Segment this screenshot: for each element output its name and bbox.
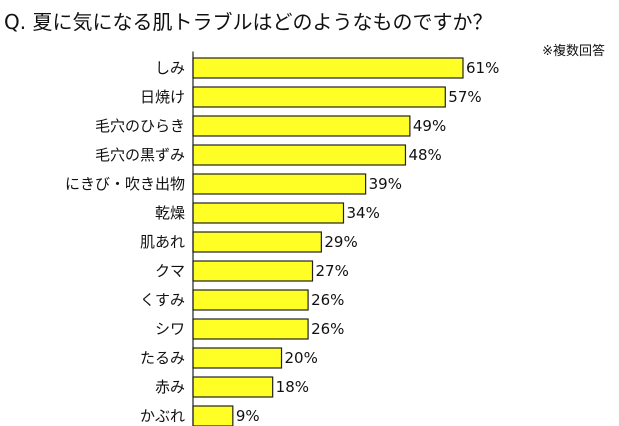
bar-1 xyxy=(192,86,446,108)
value-label-11: 18% xyxy=(276,378,309,396)
category-label-6: 肌あれ xyxy=(140,233,185,251)
bar-5 xyxy=(192,202,345,224)
value-label-7: 27% xyxy=(316,262,349,280)
value-label-1: 57% xyxy=(448,88,481,106)
bar-7 xyxy=(192,260,314,282)
bar-6 xyxy=(192,231,322,253)
value-label-12: 9% xyxy=(236,407,260,425)
bar-9 xyxy=(192,318,309,340)
value-label-5: 34% xyxy=(346,204,379,222)
value-label-6: 29% xyxy=(324,233,357,251)
value-label-9: 26% xyxy=(311,320,344,338)
value-label-2: 49% xyxy=(413,117,446,135)
bar-0 xyxy=(192,57,464,79)
bar-8 xyxy=(192,289,309,311)
value-label-10: 20% xyxy=(285,349,318,367)
multiple-answer-note: ※複数回答 xyxy=(542,44,605,59)
category-label-1: 日焼け xyxy=(140,88,185,106)
bar-12 xyxy=(192,405,234,426)
category-label-0: しみ xyxy=(155,59,185,77)
category-label-5: 乾燥 xyxy=(155,204,185,222)
bar-3 xyxy=(192,144,407,166)
bar-10 xyxy=(192,347,283,369)
value-label-3: 48% xyxy=(408,146,441,164)
bar-11 xyxy=(192,376,274,398)
bar-4 xyxy=(192,173,367,195)
chart-title: Q. 夏に気になる肌トラブルはどのようなものですか？ xyxy=(4,10,493,34)
category-label-3: 毛穴の黒ずみ xyxy=(95,146,185,164)
category-label-2: 毛穴のひらき xyxy=(95,117,185,135)
category-label-7: クマ xyxy=(155,262,185,280)
category-label-11: 赤み xyxy=(155,378,185,396)
value-label-4: 39% xyxy=(369,175,402,193)
category-label-8: くすみ xyxy=(140,291,185,309)
category-label-9: シワ xyxy=(155,320,185,338)
category-label-12: かぶれ xyxy=(140,407,185,425)
bar-2 xyxy=(192,115,411,137)
value-label-8: 26% xyxy=(311,291,344,309)
category-label-10: たるみ xyxy=(140,349,185,367)
category-label-4: にきび・吹き出物 xyxy=(65,175,185,193)
value-label-0: 61% xyxy=(466,59,499,77)
